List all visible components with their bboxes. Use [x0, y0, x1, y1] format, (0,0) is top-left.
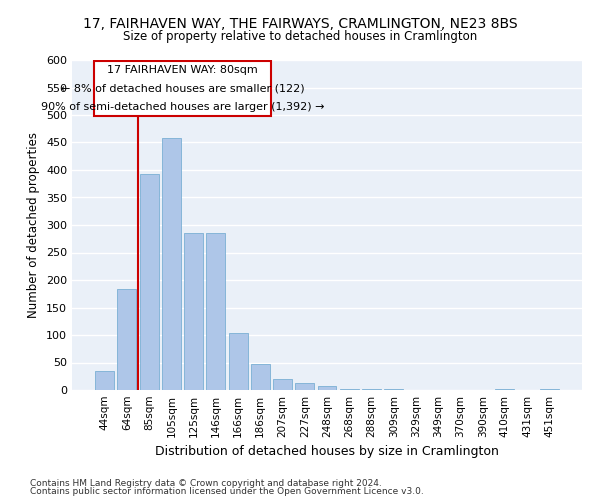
Text: Contains HM Land Registry data © Crown copyright and database right 2024.: Contains HM Land Registry data © Crown c…: [30, 478, 382, 488]
Bar: [162, 138, 181, 390]
Text: 17, FAIRHAVEN WAY, THE FAIRWAYS, CRAMLINGTON, NE23 8BS: 17, FAIRHAVEN WAY, THE FAIRWAYS, CRAMLIN…: [83, 18, 517, 32]
Bar: [184, 233, 203, 390]
Text: Contains public sector information licensed under the Open Government Licence v3: Contains public sector information licen…: [30, 487, 424, 496]
Bar: [229, 333, 248, 390]
Bar: [118, 290, 136, 390]
Bar: [251, 364, 270, 390]
Bar: [317, 386, 337, 390]
Text: Size of property relative to detached houses in Cramlington: Size of property relative to detached ho…: [123, 30, 477, 43]
Y-axis label: Number of detached properties: Number of detached properties: [28, 132, 40, 318]
Bar: [95, 371, 114, 390]
Text: 90% of semi-detached houses are larger (1,392) →: 90% of semi-detached houses are larger (…: [41, 102, 324, 112]
Text: 17 FAIRHAVEN WAY: 80sqm: 17 FAIRHAVEN WAY: 80sqm: [107, 66, 258, 76]
Bar: [384, 389, 403, 390]
Bar: [94, 61, 271, 116]
X-axis label: Distribution of detached houses by size in Cramlington: Distribution of detached houses by size …: [155, 446, 499, 458]
Bar: [206, 233, 225, 390]
Bar: [340, 389, 359, 390]
Bar: [140, 174, 158, 390]
Bar: [362, 389, 381, 390]
Text: ← 8% of detached houses are smaller (122): ← 8% of detached houses are smaller (122…: [61, 84, 304, 94]
Bar: [273, 379, 292, 390]
Bar: [295, 383, 314, 390]
